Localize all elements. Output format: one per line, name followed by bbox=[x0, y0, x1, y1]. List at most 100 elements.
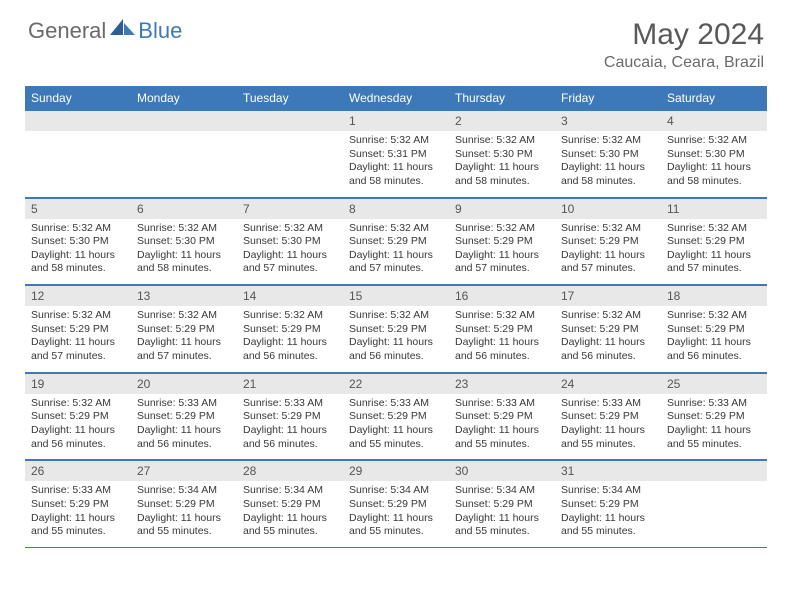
calendar-row: 12Sunrise: 5:32 AMSunset: 5:29 PMDayligh… bbox=[25, 285, 767, 373]
day-number: 8 bbox=[343, 198, 449, 219]
day-number: 24 bbox=[555, 373, 661, 394]
day-number: 19 bbox=[25, 373, 131, 394]
daylight-line: Daylight: 11 hours and 56 minutes. bbox=[667, 336, 761, 363]
day-body: Sunrise: 5:32 AMSunset: 5:29 PMDaylight:… bbox=[661, 219, 767, 285]
sunset-line: Sunset: 5:29 PM bbox=[667, 235, 761, 249]
weekday-header: Tuesday bbox=[237, 86, 343, 111]
daylight-line: Daylight: 11 hours and 55 minutes. bbox=[31, 512, 125, 539]
day-number: 27 bbox=[131, 460, 237, 481]
sunrise-line: Sunrise: 5:34 AM bbox=[349, 484, 443, 498]
calendar-cell bbox=[237, 111, 343, 198]
sunrise-line: Sunrise: 5:34 AM bbox=[455, 484, 549, 498]
day-body: Sunrise: 5:33 AMSunset: 5:29 PMDaylight:… bbox=[343, 394, 449, 460]
sunset-line: Sunset: 5:29 PM bbox=[31, 498, 125, 512]
daylight-line: Daylight: 11 hours and 55 minutes. bbox=[667, 424, 761, 451]
day-body: Sunrise: 5:32 AMSunset: 5:30 PMDaylight:… bbox=[237, 219, 343, 285]
sunrise-line: Sunrise: 5:33 AM bbox=[243, 397, 337, 411]
day-body: Sunrise: 5:32 AMSunset: 5:29 PMDaylight:… bbox=[661, 306, 767, 372]
sunrise-line: Sunrise: 5:33 AM bbox=[561, 397, 655, 411]
weekday-header-row: Sunday Monday Tuesday Wednesday Thursday… bbox=[25, 86, 767, 111]
weekday-header: Friday bbox=[555, 86, 661, 111]
calendar-cell bbox=[25, 111, 131, 198]
sunrise-line: Sunrise: 5:33 AM bbox=[349, 397, 443, 411]
calendar-cell: 7Sunrise: 5:32 AMSunset: 5:30 PMDaylight… bbox=[237, 197, 343, 285]
day-number: 11 bbox=[661, 198, 767, 219]
calendar-cell: 24Sunrise: 5:33 AMSunset: 5:29 PMDayligh… bbox=[555, 372, 661, 460]
calendar-row: 1Sunrise: 5:32 AMSunset: 5:31 PMDaylight… bbox=[25, 111, 767, 198]
day-body: Sunrise: 5:34 AMSunset: 5:29 PMDaylight:… bbox=[343, 481, 449, 547]
daylight-line: Daylight: 11 hours and 56 minutes. bbox=[137, 424, 231, 451]
sunset-line: Sunset: 5:29 PM bbox=[349, 410, 443, 424]
sunrise-line: Sunrise: 5:32 AM bbox=[561, 309, 655, 323]
day-body: Sunrise: 5:32 AMSunset: 5:29 PMDaylight:… bbox=[555, 219, 661, 285]
sunrise-line: Sunrise: 5:33 AM bbox=[455, 397, 549, 411]
calendar-cell: 12Sunrise: 5:32 AMSunset: 5:29 PMDayligh… bbox=[25, 285, 131, 373]
sunrise-line: Sunrise: 5:33 AM bbox=[667, 397, 761, 411]
sunset-line: Sunset: 5:30 PM bbox=[137, 235, 231, 249]
calendar-cell: 10Sunrise: 5:32 AMSunset: 5:29 PMDayligh… bbox=[555, 197, 661, 285]
sunset-line: Sunset: 5:30 PM bbox=[31, 235, 125, 249]
calendar-cell: 29Sunrise: 5:34 AMSunset: 5:29 PMDayligh… bbox=[343, 460, 449, 548]
sunset-line: Sunset: 5:29 PM bbox=[561, 410, 655, 424]
calendar-cell: 17Sunrise: 5:32 AMSunset: 5:29 PMDayligh… bbox=[555, 285, 661, 373]
day-body: Sunrise: 5:32 AMSunset: 5:30 PMDaylight:… bbox=[131, 219, 237, 285]
day-number: 30 bbox=[449, 460, 555, 481]
day-body: Sunrise: 5:32 AMSunset: 5:30 PMDaylight:… bbox=[25, 219, 131, 285]
logo: General Blue bbox=[28, 18, 182, 44]
day-body: Sunrise: 5:33 AMSunset: 5:29 PMDaylight:… bbox=[237, 394, 343, 460]
day-body: Sunrise: 5:32 AMSunset: 5:29 PMDaylight:… bbox=[343, 219, 449, 285]
sunset-line: Sunset: 5:30 PM bbox=[455, 148, 549, 162]
calendar-cell: 19Sunrise: 5:32 AMSunset: 5:29 PMDayligh… bbox=[25, 372, 131, 460]
day-number: 10 bbox=[555, 198, 661, 219]
sunrise-line: Sunrise: 5:33 AM bbox=[31, 484, 125, 498]
day-number: 6 bbox=[131, 198, 237, 219]
day-number: 17 bbox=[555, 285, 661, 306]
sunset-line: Sunset: 5:29 PM bbox=[243, 498, 337, 512]
day-number: 13 bbox=[131, 285, 237, 306]
sunrise-line: Sunrise: 5:34 AM bbox=[137, 484, 231, 498]
sunrise-line: Sunrise: 5:32 AM bbox=[137, 309, 231, 323]
day-number: 25 bbox=[661, 373, 767, 394]
day-body: Sunrise: 5:33 AMSunset: 5:29 PMDaylight:… bbox=[131, 394, 237, 460]
logo-text-general: General bbox=[28, 18, 106, 44]
daylight-line: Daylight: 11 hours and 57 minutes. bbox=[667, 249, 761, 276]
sunrise-line: Sunrise: 5:32 AM bbox=[31, 222, 125, 236]
sunset-line: Sunset: 5:30 PM bbox=[667, 148, 761, 162]
day-number: 3 bbox=[555, 111, 661, 131]
daylight-line: Daylight: 11 hours and 58 minutes. bbox=[349, 161, 443, 188]
day-number: 7 bbox=[237, 198, 343, 219]
day-number: 2 bbox=[449, 111, 555, 131]
sunset-line: Sunset: 5:29 PM bbox=[137, 410, 231, 424]
calendar-cell: 5Sunrise: 5:32 AMSunset: 5:30 PMDaylight… bbox=[25, 197, 131, 285]
daylight-line: Daylight: 11 hours and 56 minutes. bbox=[31, 424, 125, 451]
day-body-empty bbox=[661, 481, 767, 537]
day-body: Sunrise: 5:33 AMSunset: 5:29 PMDaylight:… bbox=[25, 481, 131, 547]
calendar-cell: 30Sunrise: 5:34 AMSunset: 5:29 PMDayligh… bbox=[449, 460, 555, 548]
sunrise-line: Sunrise: 5:32 AM bbox=[349, 134, 443, 148]
daylight-line: Daylight: 11 hours and 57 minutes. bbox=[31, 336, 125, 363]
calendar-row: 5Sunrise: 5:32 AMSunset: 5:30 PMDaylight… bbox=[25, 197, 767, 285]
calendar-cell: 22Sunrise: 5:33 AMSunset: 5:29 PMDayligh… bbox=[343, 372, 449, 460]
calendar-cell: 23Sunrise: 5:33 AMSunset: 5:29 PMDayligh… bbox=[449, 372, 555, 460]
sunset-line: Sunset: 5:29 PM bbox=[455, 498, 549, 512]
sunrise-line: Sunrise: 5:32 AM bbox=[667, 134, 761, 148]
daylight-line: Daylight: 11 hours and 55 minutes. bbox=[561, 512, 655, 539]
daylight-line: Daylight: 11 hours and 55 minutes. bbox=[455, 424, 549, 451]
day-number: 20 bbox=[131, 373, 237, 394]
day-body: Sunrise: 5:33 AMSunset: 5:29 PMDaylight:… bbox=[661, 394, 767, 460]
sunset-line: Sunset: 5:29 PM bbox=[561, 323, 655, 337]
sunset-line: Sunset: 5:29 PM bbox=[137, 323, 231, 337]
daylight-line: Daylight: 11 hours and 58 minutes. bbox=[455, 161, 549, 188]
calendar-cell: 15Sunrise: 5:32 AMSunset: 5:29 PMDayligh… bbox=[343, 285, 449, 373]
day-number: 26 bbox=[25, 460, 131, 481]
day-body-empty bbox=[131, 131, 237, 187]
day-number: 16 bbox=[449, 285, 555, 306]
day-body: Sunrise: 5:32 AMSunset: 5:31 PMDaylight:… bbox=[343, 131, 449, 197]
day-body-empty bbox=[25, 131, 131, 187]
sunrise-line: Sunrise: 5:32 AM bbox=[31, 309, 125, 323]
sunrise-line: Sunrise: 5:32 AM bbox=[243, 222, 337, 236]
day-body: Sunrise: 5:33 AMSunset: 5:29 PMDaylight:… bbox=[555, 394, 661, 460]
calendar-cell: 31Sunrise: 5:34 AMSunset: 5:29 PMDayligh… bbox=[555, 460, 661, 548]
daylight-line: Daylight: 11 hours and 58 minutes. bbox=[31, 249, 125, 276]
daylight-line: Daylight: 11 hours and 57 minutes. bbox=[137, 336, 231, 363]
